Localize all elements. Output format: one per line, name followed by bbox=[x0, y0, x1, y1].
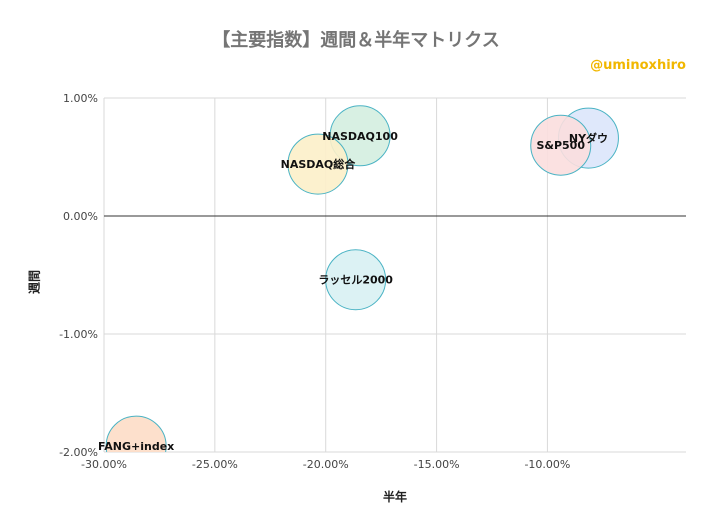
chart-title: 【主要指数】週間＆半年マトリクス bbox=[212, 30, 500, 51]
bubble-point bbox=[530, 114, 592, 176]
x-tick-label: -30.00% bbox=[81, 458, 127, 471]
bubble-point bbox=[105, 415, 167, 452]
y-tick-label: 0.00% bbox=[63, 210, 98, 223]
x-tick-label: -25.00% bbox=[192, 458, 238, 471]
bubble-label: ラッセル2000 bbox=[318, 274, 393, 287]
bubbles bbox=[105, 105, 619, 452]
bubble-label: S&P500 bbox=[536, 139, 585, 152]
y-tick-label: 1.00% bbox=[63, 92, 98, 105]
x-tick-label: -15.00% bbox=[414, 458, 460, 471]
tick-labels: -30.00% -25.00% -20.00% -15.00% -10.00% 1.00%… bbox=[59, 92, 570, 471]
y-tick-label: -2.00% bbox=[59, 446, 98, 459]
author-watermark: @uminoxhiro bbox=[590, 58, 686, 73]
bubble-label: NASDAQ総合 bbox=[281, 157, 357, 171]
bubble-label: FANG+index bbox=[98, 440, 174, 453]
bubble-label: NYダウ bbox=[569, 131, 608, 145]
x-tick-label: -20.00% bbox=[303, 458, 349, 471]
y-tick-label: -1.00% bbox=[59, 328, 98, 341]
bubble-point bbox=[325, 249, 387, 311]
bubble-label: NASDAQ100 bbox=[322, 130, 398, 143]
x-axis-label: 半年 bbox=[382, 490, 407, 504]
bubble-point bbox=[287, 133, 349, 195]
grid-lines bbox=[103, 97, 686, 453]
x-tick-label: -10.00% bbox=[524, 458, 570, 471]
